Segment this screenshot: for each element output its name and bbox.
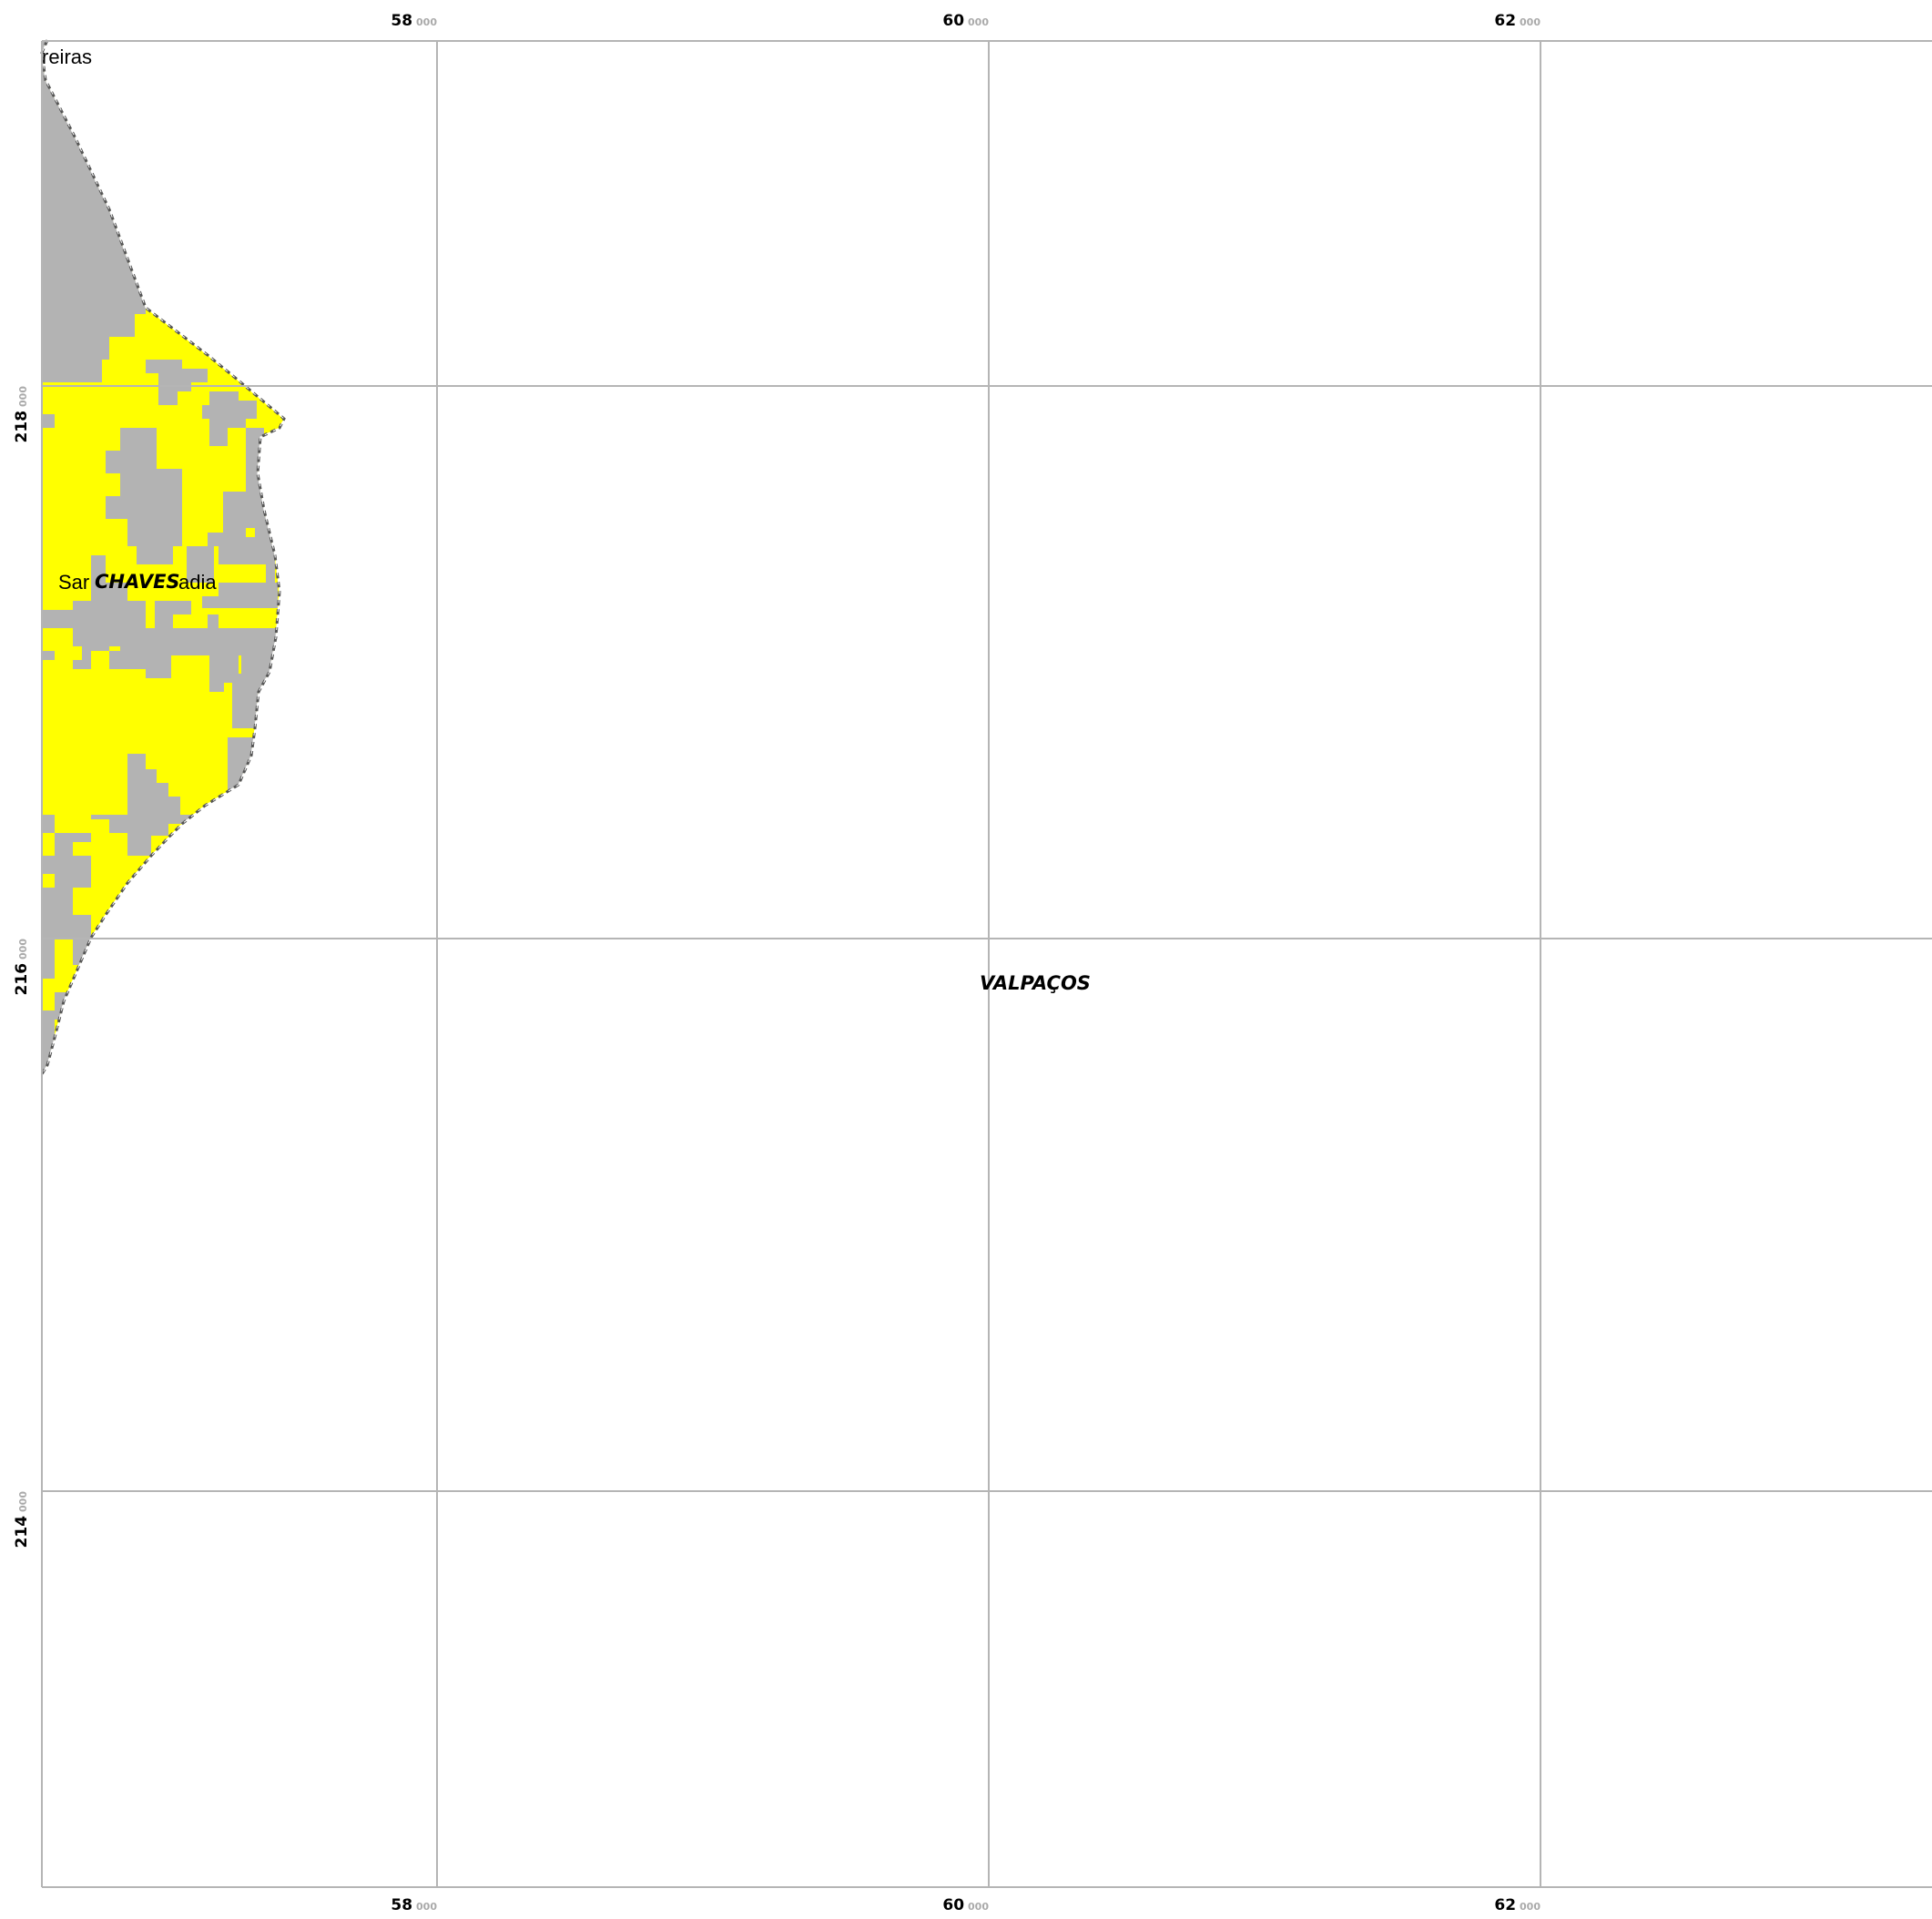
place-label-left: Sar <box>58 571 89 594</box>
grid <box>42 41 1932 1887</box>
x-tick-top-58: 58 000 <box>391 12 437 30</box>
x-tick-bottom-60: 60 000 <box>942 1896 989 1914</box>
municipality-boundary-halo <box>41 39 285 1075</box>
place-label-top: reiras <box>42 46 92 68</box>
y-tick-216: 216000 <box>13 939 31 996</box>
x-tick-bottom-58: 58 000 <box>391 1896 437 1914</box>
municipality-label-valpacos: VALPAÇOS <box>980 972 1091 994</box>
x-tick-top-62: 62 000 <box>1494 12 1541 30</box>
land-cover-area <box>42 40 284 1074</box>
map-frame <box>41 40 1932 1888</box>
y-tick-214: 214000 <box>13 1491 31 1548</box>
y-tick-218: 218000 <box>13 386 31 443</box>
municipality-label-chaves: CHAVES <box>95 571 180 593</box>
x-tick-top-60: 60 000 <box>942 12 989 30</box>
place-label-right: adia <box>178 571 217 594</box>
land-cover-grey <box>42 40 282 1074</box>
x-tick-bottom-62: 62 000 <box>1494 1896 1541 1914</box>
